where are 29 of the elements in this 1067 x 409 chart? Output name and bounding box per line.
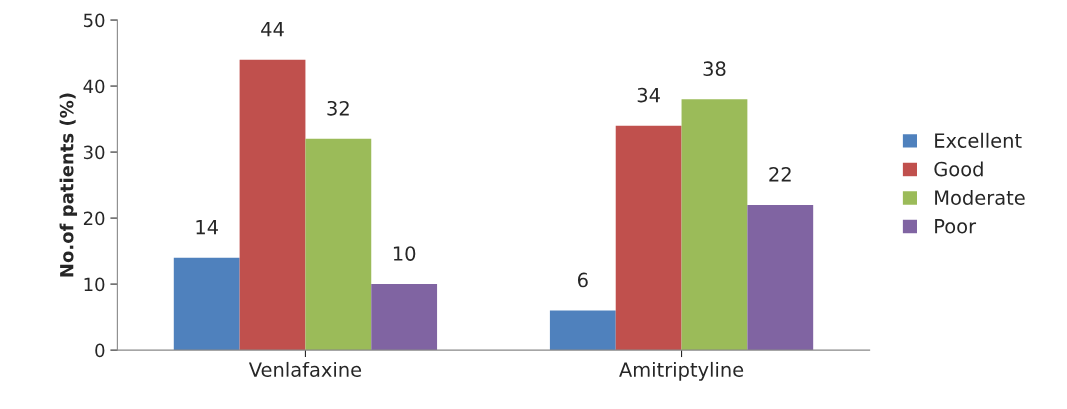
bar <box>681 99 748 351</box>
bar <box>173 257 240 351</box>
data-label: 6 <box>577 272 588 288</box>
data-label: 32 <box>327 100 349 116</box>
bar <box>615 125 682 351</box>
y-tick-label: 10 <box>84 277 105 292</box>
legend-label: Moderate <box>935 189 1025 205</box>
y-tick-label: 30 <box>83 145 105 160</box>
y-tick-label: 20 <box>83 211 105 226</box>
bar <box>305 138 372 351</box>
bar <box>549 310 616 351</box>
bar <box>371 284 438 351</box>
bar <box>239 59 306 351</box>
y-tick-label: 40 <box>83 79 105 94</box>
x-tick-label: Venlafaxine <box>248 361 362 377</box>
y-axis-title: No.of patients (%) <box>59 93 78 277</box>
data-label: 34 <box>637 87 660 103</box>
data-label: 22 <box>769 166 791 182</box>
data-label: 38 <box>703 61 726 77</box>
x-tick-label: Amitriptyline <box>619 361 744 381</box>
legend-label: Excellent <box>935 132 1022 148</box>
data-label: 14 <box>196 220 218 235</box>
data-label: 44 <box>261 21 284 37</box>
legend-label: Poor <box>935 219 977 234</box>
y-tick-label: 50 <box>83 13 105 28</box>
bar <box>747 204 814 351</box>
y-tick-label: 0 <box>95 343 105 358</box>
legend-label: Good <box>934 161 983 177</box>
data-label: 10 <box>393 246 416 261</box>
